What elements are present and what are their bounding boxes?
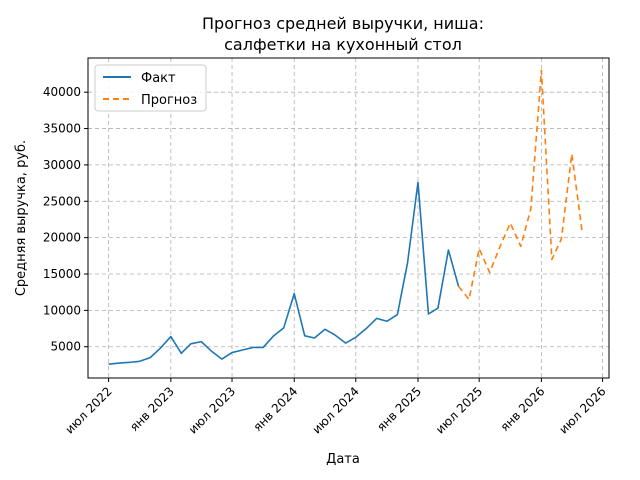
series-lines bbox=[108, 69, 583, 365]
y-tick-label: 10000 bbox=[43, 303, 81, 317]
y-axis-label: Средняя выручка, руб. bbox=[14, 140, 29, 296]
x-axis-label: Дата bbox=[326, 452, 360, 467]
x-tick-label: июл 2024 bbox=[310, 384, 362, 436]
y-tick-label: 5000 bbox=[50, 340, 81, 354]
y-tick-label: 25000 bbox=[43, 194, 81, 208]
x-tick-label: янв 2023 bbox=[127, 384, 177, 434]
plot-frame bbox=[87, 57, 610, 379]
x-tick-label: июл 2023 bbox=[186, 384, 238, 436]
y-tick-label: 15000 bbox=[43, 267, 81, 281]
legend-label-forecast: Прогноз bbox=[141, 93, 197, 108]
x-tick-label: янв 2025 bbox=[374, 384, 424, 434]
x-tick-label: июл 2022 bbox=[62, 384, 114, 436]
x-tick-label: янв 2024 bbox=[251, 384, 301, 434]
y-tick-label: 30000 bbox=[43, 158, 81, 172]
chart-title-line-2: салфетки на кухонный стол bbox=[224, 35, 462, 54]
x-tick-label: июл 2025 bbox=[433, 384, 485, 436]
y-tick-label: 20000 bbox=[43, 231, 81, 245]
y-tick-label: 35000 bbox=[43, 122, 81, 136]
legend: Факт Прогноз bbox=[94, 64, 207, 112]
x-tick-label: июл 2026 bbox=[556, 384, 608, 436]
x-tick-label: янв 2026 bbox=[498, 384, 548, 434]
axis-ticks: июл 2022 янв 2023 июл 2023 янв 2024 июл 2024… bbox=[43, 85, 609, 436]
series-line-forecast bbox=[457, 69, 583, 301]
series-line-fact bbox=[108, 181, 460, 365]
y-tick-label: 40000 bbox=[43, 85, 81, 99]
legend-label-fact: Факт bbox=[141, 71, 176, 86]
chart-title-line-1: Прогноз средней выручки, ниша: bbox=[202, 14, 484, 33]
